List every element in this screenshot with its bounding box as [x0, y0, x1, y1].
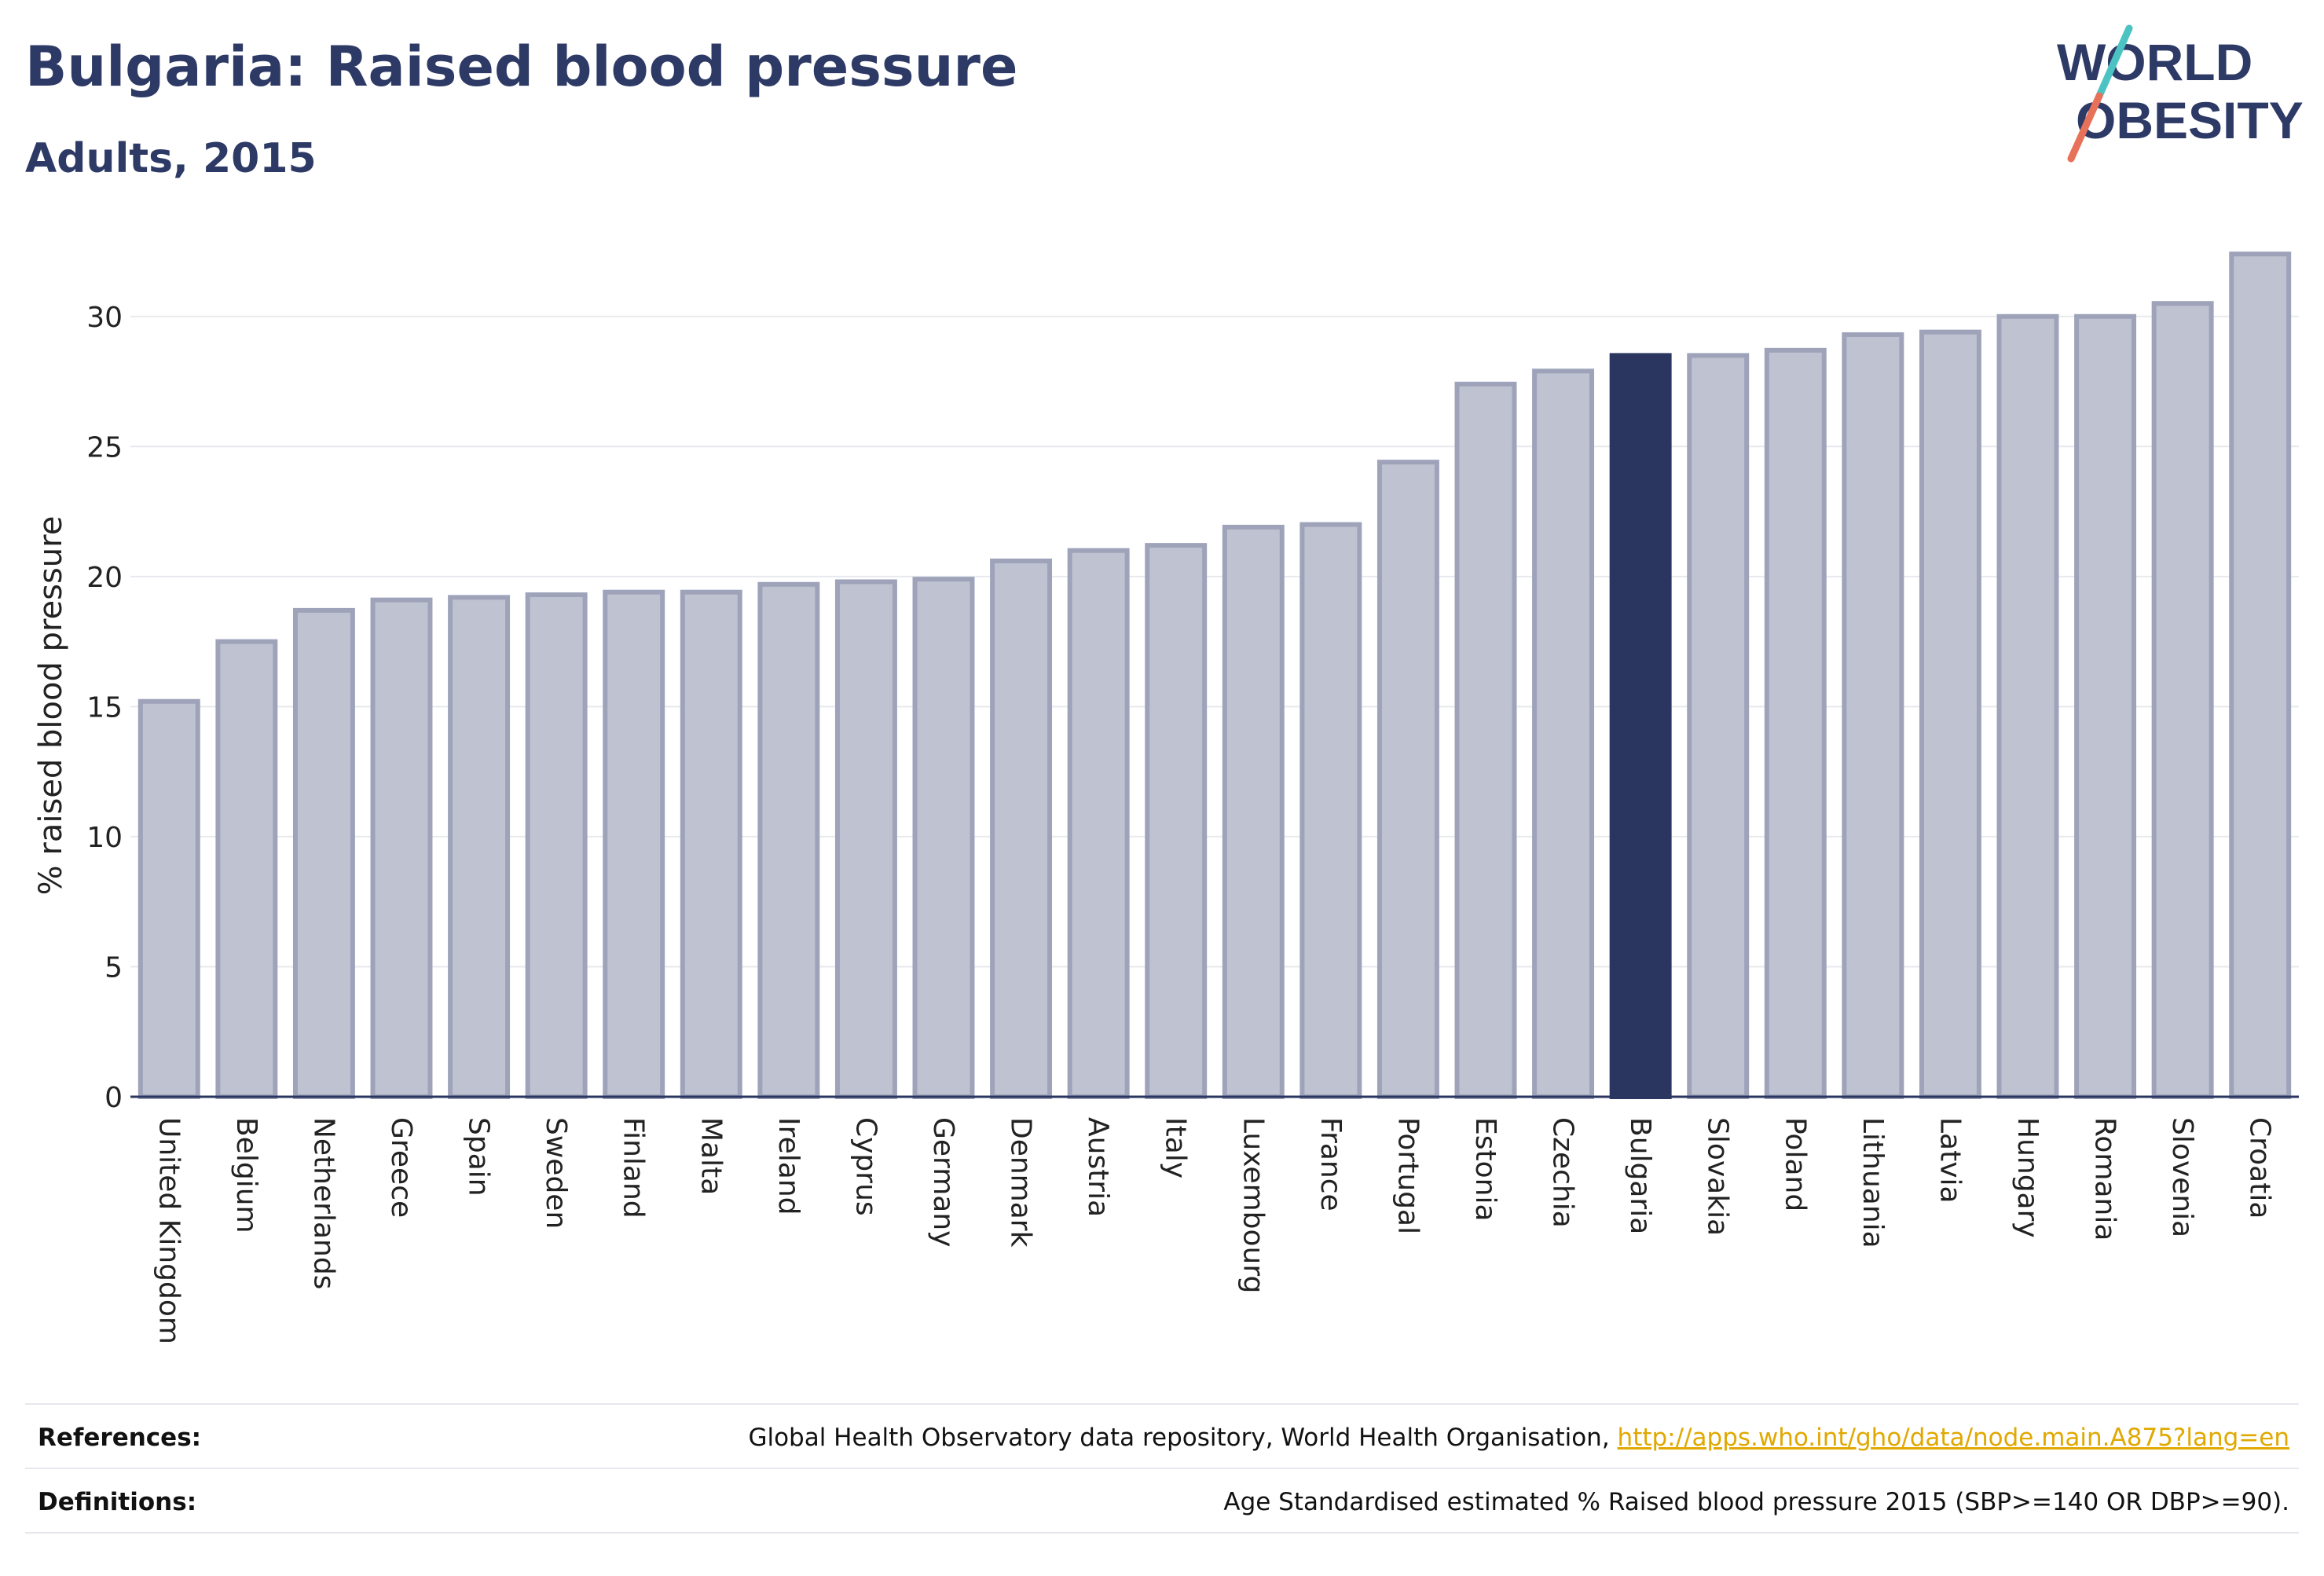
bar: [1376, 460, 1439, 1099]
x-tick-labels: United Kingdom Belgium Netherlands Greece Sp…: [152, 1117, 2275, 1344]
y-tick-labels: 0 5 10 15 20 25 30: [86, 302, 123, 1114]
logo-line-1: WORLD: [2057, 33, 2253, 91]
definitions-label: Definitions:: [38, 1488, 197, 1516]
chart-title: Bulgaria: Raised blood pressure: [25, 35, 1018, 99]
bar: [834, 579, 897, 1099]
bar: [215, 639, 278, 1099]
x-tick-label: Romania: [2089, 1117, 2121, 1241]
bar: [680, 589, 742, 1099]
world-obesity-logo: WORLD OBESITY: [2057, 24, 2304, 163]
y-tick-label: 5: [104, 951, 123, 984]
bar: [525, 592, 588, 1099]
definitions-text: Age Standardised estimated % Raised bloo…: [1223, 1488, 2289, 1516]
bar: [2151, 301, 2214, 1099]
y-axis-label: % raised blood pressure: [33, 516, 69, 896]
x-tick-label: Greece: [385, 1117, 417, 1218]
x-tick-label: Luxembourg: [1237, 1117, 1269, 1293]
bar-chart: 0 5 10 15 20 25 30 United Kingdom Belgium Nether…: [33, 251, 2299, 1344]
x-tick-label: Ireland: [772, 1117, 805, 1215]
x-tick-label: Hungary: [2011, 1117, 2044, 1238]
bar: [757, 581, 820, 1099]
x-tick-label: Malta: [695, 1117, 727, 1195]
y-tick-label: 15: [86, 691, 123, 724]
bars-layer: [137, 251, 2292, 1100]
bar: [137, 698, 200, 1099]
x-tick-label: United Kingdom: [152, 1117, 185, 1344]
footer-divider-bottom: [25, 1532, 2299, 1534]
x-tick-label: Sweden: [540, 1117, 572, 1229]
x-tick-label: Latvia: [1934, 1117, 1966, 1204]
x-tick-label: Slovenia: [2166, 1117, 2198, 1237]
logo-slash-bottom: [2067, 92, 2103, 163]
logo-slash-top: [2095, 24, 2133, 100]
bar: [1842, 332, 1904, 1099]
x-tick-label: Italy: [1160, 1117, 1192, 1178]
x-tick-label: Estonia: [1469, 1117, 1501, 1222]
y-tick-label: 20: [86, 562, 123, 594]
bar: [1764, 347, 1827, 1100]
x-tick-label: Spain: [463, 1117, 495, 1197]
footer-divider-top: [25, 1403, 2299, 1405]
references-link[interactable]: http://apps.who.int/gho/data/node.main.A…: [1617, 1424, 2289, 1452]
x-tick-label: Czechia: [1547, 1117, 1579, 1228]
bar: [990, 558, 1053, 1099]
bar: [912, 577, 975, 1099]
x-tick-label: Slovakia: [1702, 1117, 1734, 1236]
x-tick-label: France: [1314, 1117, 1347, 1211]
bar: [1996, 313, 2059, 1099]
x-tick-label: Croatia: [2244, 1117, 2276, 1219]
x-tick-label: Belgium: [230, 1117, 262, 1233]
bar: [1687, 353, 1750, 1099]
x-tick-label: Lithuania: [1857, 1117, 1889, 1248]
bar: [2074, 313, 2137, 1099]
bar: [292, 607, 355, 1099]
bar: [603, 589, 665, 1099]
x-tick-label: Portugal: [1391, 1117, 1424, 1234]
x-tick-label: Bulgaria: [1624, 1117, 1656, 1234]
x-tick-label: Poland: [1779, 1117, 1811, 1211]
bar: [1222, 524, 1285, 1099]
y-tick-label: 25: [86, 431, 123, 464]
logo-line-2: OBESITY: [2076, 91, 2304, 149]
x-tick-label: Netherlands: [307, 1117, 339, 1289]
bar: [1454, 381, 1517, 1099]
bar: [1299, 522, 1362, 1099]
bar: [448, 595, 511, 1099]
x-tick-label: Denmark: [1005, 1117, 1037, 1248]
bar: [370, 597, 433, 1099]
y-tick-label: 0: [104, 1082, 123, 1114]
chart-subtitle: Adults, 2015: [25, 135, 317, 182]
footer-divider-middle: [25, 1468, 2299, 1469]
bar: [1145, 543, 1208, 1099]
bar: [1532, 368, 1595, 1099]
references-text: Global Health Observatory data repositor…: [748, 1424, 2289, 1452]
references-source: Global Health Observatory data repositor…: [748, 1424, 1618, 1452]
y-tick-label: 10: [86, 822, 123, 854]
y-tick-label: 30: [86, 302, 123, 334]
references-label: References:: [38, 1424, 202, 1452]
x-tick-label: Cyprus: [849, 1117, 882, 1216]
x-tick-label: Austria: [1082, 1117, 1114, 1217]
x-tick-label: Finland: [618, 1117, 650, 1219]
bar-highlight: [1609, 353, 1672, 1099]
bar: [1919, 329, 1981, 1099]
bar: [2229, 251, 2292, 1099]
x-tick-label: Germany: [927, 1117, 959, 1247]
bar: [1067, 548, 1130, 1099]
